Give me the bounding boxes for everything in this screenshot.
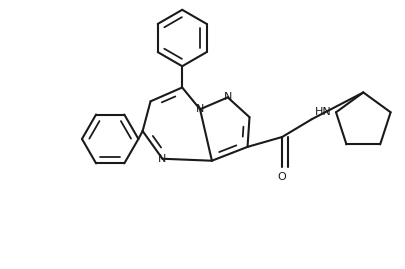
Text: O: O [278, 172, 287, 182]
Text: N: N [196, 104, 204, 114]
Text: N: N [158, 154, 166, 164]
Text: HN: HN [315, 107, 332, 117]
Text: N: N [224, 92, 232, 102]
